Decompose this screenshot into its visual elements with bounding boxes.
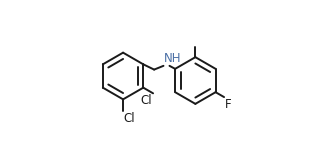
Text: Cl: Cl — [141, 94, 152, 107]
Text: NH: NH — [164, 52, 181, 65]
Text: F: F — [225, 98, 232, 111]
Text: Cl: Cl — [124, 112, 135, 125]
